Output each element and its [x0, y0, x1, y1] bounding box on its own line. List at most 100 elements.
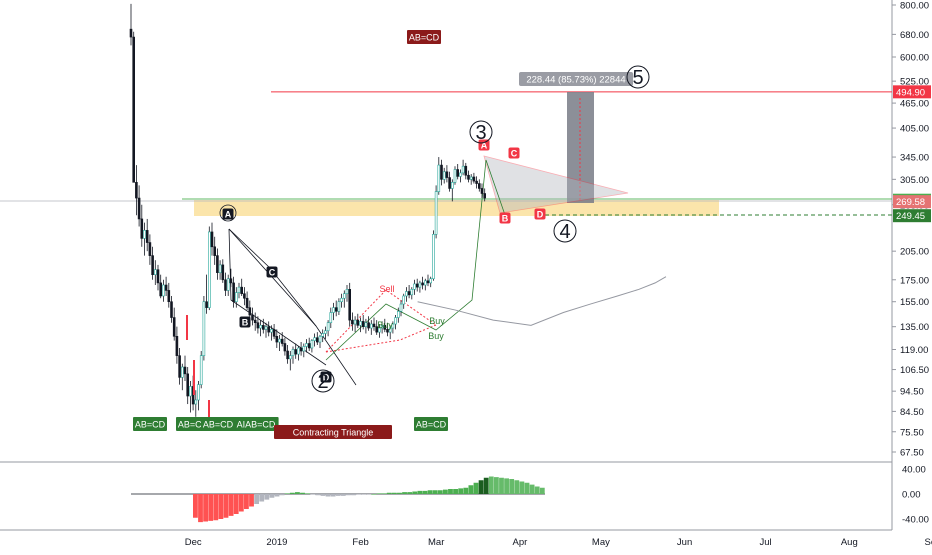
- osc-bar: [346, 494, 351, 496]
- candle-body: [143, 230, 146, 239]
- candle-body: [372, 323, 376, 327]
- moving-average-line: [417, 276, 667, 326]
- triangle-label[interactable]: Contracting Triangle: [274, 425, 392, 439]
- candle: [178, 347, 181, 385]
- point-c-left-box: [266, 266, 278, 278]
- point-d-right[interactable]: D: [534, 208, 546, 220]
- candle: [432, 230, 435, 281]
- wave-label-3-text: 3: [475, 122, 486, 144]
- osc-bar: [417, 490, 423, 494]
- candle: [202, 295, 206, 361]
- candle: [194, 390, 198, 417]
- pattern-label-dec2-text: AB=CD: [178, 420, 209, 430]
- candle: [421, 276, 424, 290]
- osc-bar: [238, 494, 244, 512]
- symmetrical-triangle[interactable]: [483, 155, 629, 214]
- point-b-right[interactable]: B: [499, 212, 511, 224]
- candle-body: [218, 264, 222, 273]
- y-tick-label: 155.00: [900, 297, 929, 308]
- candle: [477, 179, 481, 192]
- wave-label-3[interactable]: 3: [469, 120, 493, 144]
- point-c-right[interactable]: C: [508, 147, 520, 159]
- osc-bar: [397, 492, 402, 494]
- osc-bar: [499, 477, 504, 494]
- candle-body: [326, 322, 330, 332]
- y-tick-label: 465.00: [900, 99, 929, 110]
- candle-body: [477, 183, 481, 189]
- candle-body: [275, 336, 279, 343]
- candle-body: [418, 282, 422, 288]
- candle-body: [313, 337, 316, 341]
- pattern-label-jan-text: AIAB=CD: [237, 420, 276, 430]
- candle: [423, 278, 427, 291]
- osc-bar: [254, 494, 260, 504]
- point-d-left[interactable]: D: [320, 371, 332, 383]
- candle: [456, 164, 460, 180]
- osc-bar: [284, 493, 290, 494]
- osc-bar: [325, 494, 331, 497]
- candle: [132, 31, 135, 183]
- pattern-label-top[interactable]: AB=CD: [407, 30, 441, 44]
- candle: [208, 226, 211, 311]
- candle-body: [137, 197, 141, 220]
- point-c-right-text: C: [511, 149, 518, 159]
- pattern-label-dec1[interactable]: AB=CD: [133, 417, 167, 431]
- x-tick-label: Dec: [185, 537, 202, 548]
- point-c-left[interactable]: C: [266, 266, 278, 278]
- support-zone[interactable]: [194, 200, 719, 216]
- candle-body: [464, 165, 468, 176]
- candle: [388, 325, 392, 340]
- osc-bar: [514, 480, 520, 494]
- candle-body: [240, 286, 243, 295]
- osc-bar: [193, 494, 198, 518]
- candle-body: [159, 282, 162, 297]
- price-badge: 269.58: [893, 195, 931, 209]
- osc-tick-label: 40.00: [902, 465, 926, 476]
- osc-bar: [534, 486, 540, 494]
- osc-bar: [488, 476, 494, 494]
- wave-path-line: [325, 159, 506, 361]
- candle-body: [440, 164, 443, 180]
- candle-body: [442, 171, 446, 180]
- candle: [483, 188, 487, 202]
- signal-sell: Sell: [379, 284, 394, 294]
- candle: [434, 185, 438, 239]
- target-measure-bg: [519, 72, 633, 86]
- osc-bar: [366, 494, 372, 495]
- wave-label-2[interactable]: 2: [311, 369, 335, 393]
- candle-body: [264, 326, 268, 330]
- wave-label-4[interactable]: 4: [553, 219, 577, 243]
- signal-buy-2: Buy: [429, 316, 445, 326]
- candle: [167, 282, 171, 308]
- candle-body: [151, 255, 154, 275]
- osc-bar: [208, 494, 214, 521]
- wave-label-5[interactable]: 5: [626, 65, 650, 89]
- candle-highlight: [208, 400, 210, 422]
- candle: [297, 346, 300, 361]
- candle-body: [186, 373, 189, 397]
- candle-body: [375, 326, 379, 333]
- candle: [334, 300, 338, 317]
- pattern-label-jan[interactable]: AIAB=CD: [233, 417, 279, 431]
- candle: [321, 329, 325, 343]
- pattern-label-mar[interactable]: AB=CD: [414, 417, 448, 431]
- osc-bar: [473, 482, 479, 494]
- osc-bar: [259, 494, 265, 502]
- point-b-left[interactable]: B: [239, 316, 251, 328]
- candle-body: [170, 301, 173, 318]
- candle: [326, 320, 330, 337]
- candle-body: [216, 255, 219, 273]
- candle-body: [383, 325, 387, 330]
- osc-bar: [539, 487, 545, 494]
- point-a-right[interactable]: A: [478, 139, 490, 151]
- dotted-triangle: [325, 289, 437, 353]
- point-a-left[interactable]: A: [222, 208, 234, 220]
- candle: [213, 236, 216, 265]
- candle-body: [178, 355, 181, 378]
- osc-bar: [432, 490, 438, 494]
- candle-body: [315, 337, 319, 343]
- candle: [183, 355, 187, 381]
- pattern-label-dec3[interactable]: AB=CD: [201, 417, 235, 431]
- pattern-label-dec3-text: AB=CD: [203, 420, 234, 430]
